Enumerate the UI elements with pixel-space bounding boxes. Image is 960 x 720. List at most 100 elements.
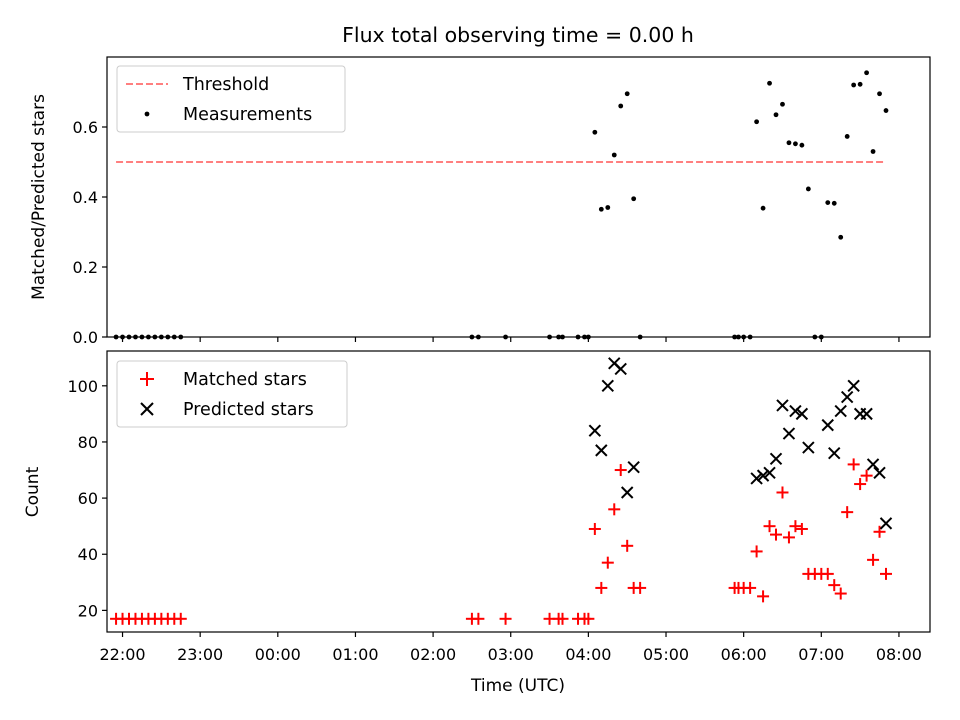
measurement-point (767, 80, 772, 86)
bottom-axes-frame (106, 350, 931, 633)
measurement-point (611, 152, 617, 158)
predicted-stars-point (840, 390, 854, 404)
x-tick-label: 06:00 (721, 645, 767, 664)
measurement-point (877, 91, 882, 97)
predicted-stars-point (879, 517, 893, 530)
matched-stars-point (789, 520, 802, 533)
measurement-point (786, 140, 792, 146)
x-tick-label: 03:00 (488, 645, 534, 664)
x-stroke-b (769, 452, 783, 466)
y-tick-label: 60 (78, 489, 98, 508)
x-tick-label: 05:00 (643, 645, 689, 664)
matched-legend-swatch (140, 372, 154, 386)
measurement-point (831, 200, 837, 206)
y-tick-label: 0.2 (73, 258, 98, 277)
x-tick-label: 22:00 (99, 645, 145, 664)
predicted-stars-point (866, 458, 880, 471)
x-stroke-b (860, 407, 873, 421)
bottom-y-axis-label: Count (23, 466, 43, 517)
x-stroke-b (763, 466, 776, 480)
measurements-legend-swatch (144, 111, 150, 117)
y-tick-label: 100 (67, 377, 98, 396)
x-stroke-b (595, 444, 608, 457)
matched-stars-point (847, 458, 860, 471)
measurement-point (773, 112, 779, 118)
bottom-panel: 20 40 60 80 100 22:00 23:00 00:00 01:00 02:00 03:… (23, 350, 931, 696)
predicted-stars-point (750, 472, 763, 485)
x-tick-label: 02:00 (410, 645, 456, 664)
matched-stars-point (757, 590, 770, 603)
x-tick-label: 08:00 (876, 645, 922, 664)
measurement-point (760, 205, 766, 211)
measurement-point (825, 200, 831, 206)
predicted-stars-point (828, 446, 841, 460)
matched-stars-point (854, 478, 867, 491)
y-tick-label: 20 (78, 601, 98, 620)
matched-stars-point (556, 612, 569, 625)
measurement-point (624, 91, 630, 97)
top-legend: Threshold Measurements (116, 65, 346, 133)
x-stroke-b (821, 418, 834, 432)
predicted-stars-point (601, 379, 614, 393)
x-stroke-b (627, 461, 640, 474)
matched-stars-point (782, 531, 795, 544)
predicted-stars-point (782, 427, 796, 440)
matched-stars-point (821, 567, 834, 580)
y-tick-label: 0.6 (73, 118, 98, 137)
measurement-point (793, 141, 798, 147)
matched-stars-point (744, 581, 757, 594)
measurement-point (754, 119, 760, 125)
predicted-stars-point (769, 452, 783, 466)
top-legend-box (116, 65, 346, 133)
matched-stars-point (634, 581, 647, 594)
matched-stars-point (880, 567, 893, 580)
predicted-stars-point (776, 399, 789, 412)
x-stroke-b (789, 404, 802, 418)
predicted-stars-point (595, 444, 608, 457)
x-stroke-b (866, 458, 880, 471)
predicted-stars-point (821, 418, 834, 432)
x-tick-label: 23:00 (177, 645, 223, 664)
matched-stars-point (582, 612, 595, 625)
threshold-legend-label: Threshold (182, 75, 269, 95)
predicted-stars-point (627, 461, 640, 474)
measurement-point (844, 134, 850, 139)
matched-stars-point (763, 520, 776, 533)
x-stroke-b (879, 517, 893, 530)
measurement-point (605, 205, 611, 210)
x-tick-label: 07:00 (798, 645, 844, 664)
predicted-stars-point (588, 424, 602, 437)
matched-stars-point (472, 612, 485, 625)
matched-stars-point (841, 506, 854, 519)
matched-stars-point (608, 503, 621, 516)
predicted-stars-point (763, 466, 776, 480)
x-stroke-b (840, 390, 854, 404)
predicted-stars-point (789, 404, 802, 418)
x-tick-label: 00:00 (255, 645, 301, 664)
matched-stars-point (499, 612, 512, 625)
measurement-point (864, 70, 869, 76)
x-axis-label: Time (UTC) (470, 676, 565, 696)
x-stroke-b (828, 446, 841, 460)
measurement-point (592, 129, 598, 135)
x-stroke-b (608, 357, 621, 370)
top-y-ticks: 0.0 0.2 0.4 0.6 (73, 118, 107, 347)
bottom-y-ticks: 20 40 60 80 100 (67, 377, 107, 620)
x-stroke-b (782, 427, 796, 440)
matched-stars-point (750, 545, 763, 558)
matched-legend-label: Matched stars (183, 370, 307, 390)
predicted-stars-point (620, 486, 634, 499)
predicted-stars-point (873, 466, 886, 480)
x-stroke-b (588, 424, 602, 437)
measurement-point (805, 186, 811, 192)
chart-title: Flux total observing time = 0.00 h (342, 23, 694, 47)
matched-stars-point (174, 612, 187, 625)
matched-stars-point (867, 553, 880, 566)
top-y-axis-label: Matched/Predicted stars (29, 94, 49, 300)
measurement-point (838, 234, 844, 240)
matched-stars-point (595, 581, 608, 594)
matched-stars-point (828, 579, 841, 592)
measurement-point (857, 81, 863, 87)
measurement-point (851, 82, 857, 88)
